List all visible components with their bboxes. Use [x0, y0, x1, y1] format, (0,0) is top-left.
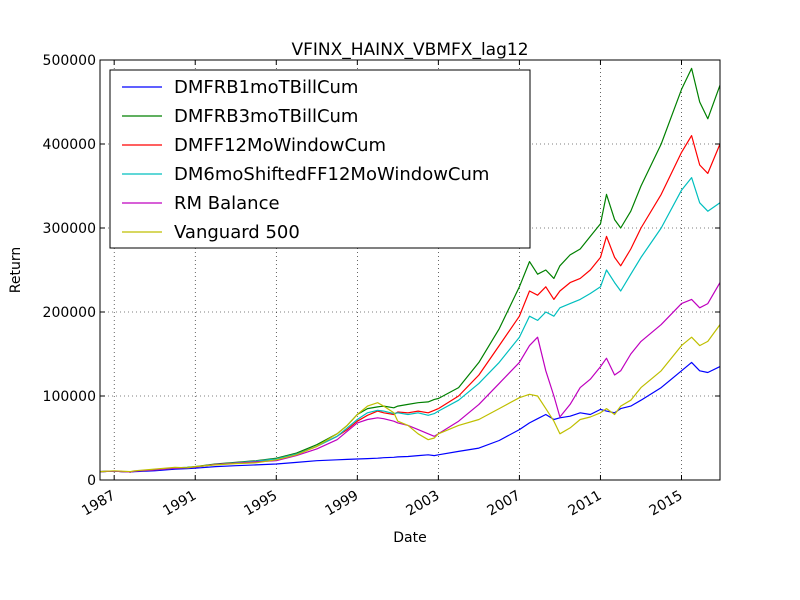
legend-box [109, 69, 531, 249]
y-tick-labels: 0 100000 200000 300000 400000 500000 [43, 53, 96, 489]
y-tick-label: 300000 [43, 221, 96, 237]
y-tick-label: 400000 [43, 137, 96, 153]
legend-label: DM6moShiftedFF12MoWindowCum [174, 164, 489, 185]
plot-frame [99, 59, 721, 481]
series-line-0 [99, 361, 721, 473]
y-tick-label: 200000 [43, 305, 96, 321]
legend-label: DMFRB1moTBillCum [174, 77, 358, 98]
axis-ticks [100, 59, 720, 481]
y-axis-label: Return [8, 247, 24, 293]
series-line-5 [99, 324, 721, 473]
series-lines [99, 67, 721, 473]
legend: DMFRB1moTBillCum DMFRB3moTBillCum DMFF12Mo… [109, 69, 531, 249]
chart-title: VFINX_HAINX_VBMFX_lag12 [291, 40, 528, 60]
legend-label: Vanguard 500 [174, 222, 300, 243]
legend-label: DMFRB3moTBillCum [174, 106, 358, 127]
y-tick-label: 0 [87, 473, 96, 489]
y-tick-label: 500000 [43, 53, 96, 69]
legend-label: DMFF12MoWindowCum [174, 135, 386, 156]
x-axis-label: Date [393, 530, 426, 546]
legend-label: RM Balance [174, 193, 280, 214]
y-tick-label: 100000 [43, 389, 96, 405]
